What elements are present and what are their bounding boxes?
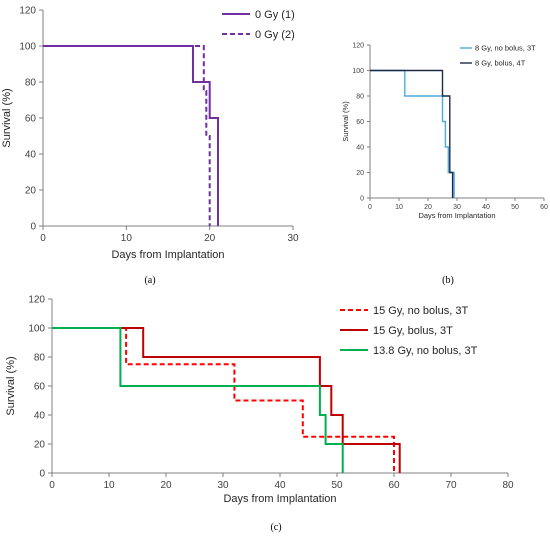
x-tick-label: 30 (217, 480, 229, 491)
legend-label-3: 13.8 Gy, no bolus, 3T (373, 345, 478, 357)
y-tick-label: 60 (356, 119, 364, 126)
y-tick-label: 0 (39, 469, 45, 480)
panel-c-chart: 0 10 20 30 40 50 60 70 80 0 20 40 60 80 100 120 Days fro… (5, 295, 514, 506)
series-line-2 (43, 45, 211, 226)
y-tick-label: 120 (352, 43, 364, 50)
panel-label-a: (a) (144, 275, 155, 286)
y-tick-label: 0 (30, 222, 36, 233)
legend-label-2: 8 Gy, bolus, 4T (475, 59, 526, 68)
y-axis-title: Survival (%) (341, 101, 350, 142)
series-line-1 (43, 45, 219, 226)
y-tick-label: 120 (28, 295, 45, 306)
panel-label-b: (b) (442, 275, 454, 286)
x-tick-label: 70 (445, 480, 457, 491)
y-tick-label: 20 (25, 186, 37, 197)
legend-label-1: 0 Gy (1) (255, 9, 295, 21)
x-axis-title: Days from Implantation (418, 211, 495, 220)
y-tick-label: 60 (34, 382, 46, 393)
x-tick-label: 0 (368, 204, 372, 211)
x-axis-title: Days from Implantation (223, 493, 336, 505)
x-tick-label: 20 (424, 204, 432, 211)
panel-label-c: (c) (270, 522, 281, 533)
x-tick-label: 40 (482, 204, 490, 211)
legend-label-1: 8 Gy, no bolus, 3T (475, 44, 536, 53)
x-tick-label: 20 (160, 480, 172, 491)
x-tick-label: 10 (103, 480, 115, 491)
x-tick-label: 0 (49, 480, 55, 491)
x-tick-label: 20 (204, 233, 216, 244)
y-tick-label: 40 (25, 150, 37, 161)
legend-label-2: 0 Gy (2) (255, 29, 295, 41)
x-tick-label: 0 (40, 233, 46, 244)
series-line-1 (52, 327, 395, 473)
x-tick-label: 80 (502, 480, 514, 491)
panel-b-chart: 0 10 20 30 40 50 60 0 20 40 60 80 100 120 Days from Im… (341, 43, 548, 221)
series-line-3 (52, 327, 344, 473)
x-tick-label: 30 (453, 204, 461, 211)
x-tick-label: 30 (287, 233, 299, 244)
x-tick-label: 50 (331, 480, 343, 491)
series-line-2 (52, 327, 401, 473)
x-tick-label: 50 (511, 204, 519, 211)
y-tick-label: 40 (356, 145, 364, 152)
series-line-2 (370, 69, 454, 198)
x-tick-label: 10 (121, 233, 133, 244)
y-tick-label: 60 (25, 114, 37, 125)
legend-label-2: 15 Gy, bolus, 3T (373, 325, 453, 337)
y-tick-label: 80 (356, 94, 364, 101)
x-tick-label: 10 (395, 204, 403, 211)
y-tick-label: 100 (28, 324, 45, 335)
y-tick-label: 100 (19, 42, 36, 53)
y-tick-label: 40 (34, 411, 46, 422)
y-tick-label: 120 (19, 6, 36, 17)
y-tick-label: 80 (34, 353, 46, 364)
panel-a-chart: 0 10 20 30 0 20 40 60 80 100 120 Days from Implanta… (1, 6, 299, 262)
y-axis-title: Survival (%) (1, 88, 13, 147)
y-tick-label: 20 (34, 440, 46, 451)
y-axis-title: Survival (%) (5, 356, 17, 415)
x-tick-label: 60 (388, 480, 400, 491)
x-tick-label: 40 (274, 480, 286, 491)
y-tick-label: 100 (352, 68, 364, 75)
legend-label-1: 15 Gy, no bolus, 3T (373, 305, 468, 317)
y-tick-label: 80 (25, 78, 37, 89)
y-tick-label: 20 (356, 170, 364, 177)
y-tick-label: 0 (360, 196, 364, 203)
x-axis-title: Days from Implantation (111, 249, 224, 261)
series-line-1 (370, 69, 455, 198)
x-tick-label: 60 (540, 204, 548, 211)
